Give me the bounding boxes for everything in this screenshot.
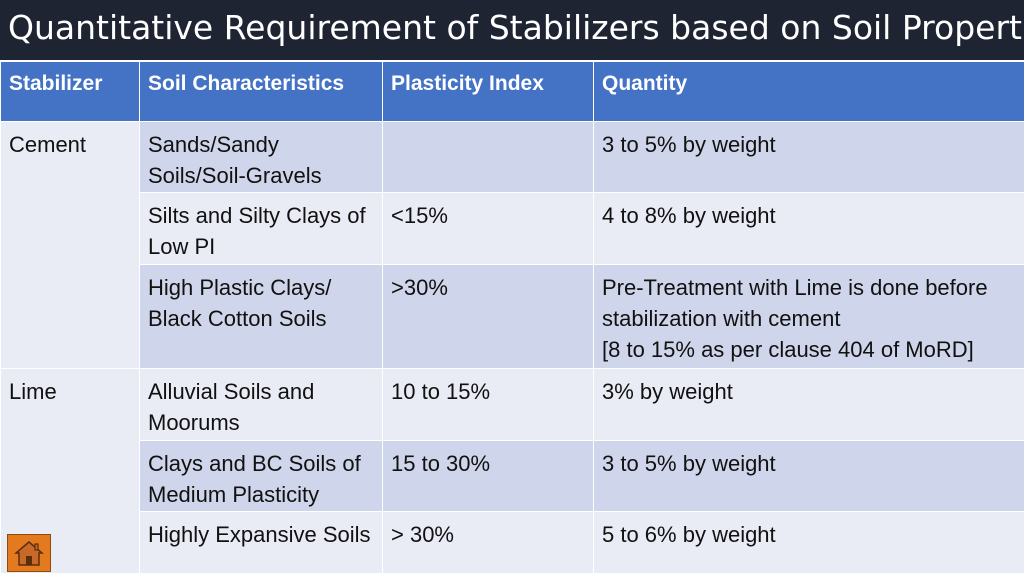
header-row: Stabilizer Soil Characteristics Plastici… xyxy=(0,61,1024,122)
header-quantity: Quantity xyxy=(593,61,1024,122)
quantity-cell: 3 to 5% by weight xyxy=(593,440,1024,512)
table-row: Highly Expansive Soils > 30% 5 to 6% by … xyxy=(1,511,1024,574)
pi-cell xyxy=(382,121,594,193)
quantity-cell: Pre-Treatment with Lime is done before s… xyxy=(593,264,1024,369)
quantity-text: Pre-Treatment with Lime is done before s… xyxy=(602,275,988,331)
pi-cell: <15% xyxy=(382,192,594,265)
pi-cell: >30% xyxy=(382,264,594,369)
pi-cell: > 30% xyxy=(382,511,594,574)
pi-cell: 15 to 30% xyxy=(382,440,594,512)
quantity-cell: 3 to 5% by weight xyxy=(593,121,1024,193)
quantity-cell: 3% by weight xyxy=(593,368,1024,441)
header-plasticity-index: Plasticity Index xyxy=(382,61,594,122)
header-stabilizer: Stabilizer xyxy=(0,61,140,122)
table-row: Cement Sands/Sandy Soils/Soil-Gravels 3 … xyxy=(0,121,1024,369)
stabilizer-table: Stabilizer Soil Characteristics Plastici… xyxy=(0,61,1024,574)
quantity-cell: 4 to 8% by weight xyxy=(593,192,1024,265)
table-row: Clays and BC Soils of Medium Plasticity … xyxy=(1,440,1024,512)
home-icon xyxy=(14,541,44,566)
pi-cell: 10 to 15% xyxy=(382,368,594,441)
slide-title: Quantitative Requirement of Stabilizers … xyxy=(8,8,1024,47)
stabilizer-cell: Cement xyxy=(0,121,140,369)
header-soil-characteristics: Soil Characteristics xyxy=(139,61,383,122)
soil-cell: Clays and BC Soils of Medium Plasticity xyxy=(139,440,383,512)
soil-cell: Sands/Sandy Soils/Soil-Gravels xyxy=(139,121,383,193)
table-row: Lime Alluvial Soils and Moorums 10 to 15… xyxy=(0,368,1024,574)
home-button[interactable] xyxy=(7,534,51,572)
quantity-note: [8 to 15% as per clause 404 of MoRD] xyxy=(602,337,974,362)
table-row: High Plastic Clays/ Black Cotton Soils >… xyxy=(1,264,1024,369)
title-bar: Quantitative Requirement of Stabilizers … xyxy=(0,0,1024,60)
quantity-cell: 5 to 6% by weight xyxy=(593,511,1024,574)
soil-cell: Highly Expansive Soils xyxy=(139,511,383,574)
soil-cell: Silts and Silty Clays of Low PI xyxy=(139,192,383,265)
soil-cell: Alluvial Soils and Moorums xyxy=(139,368,383,441)
table-row: Silts and Silty Clays of Low PI <15% 4 t… xyxy=(1,192,1024,265)
soil-cell: High Plastic Clays/ Black Cotton Soils xyxy=(139,264,383,369)
